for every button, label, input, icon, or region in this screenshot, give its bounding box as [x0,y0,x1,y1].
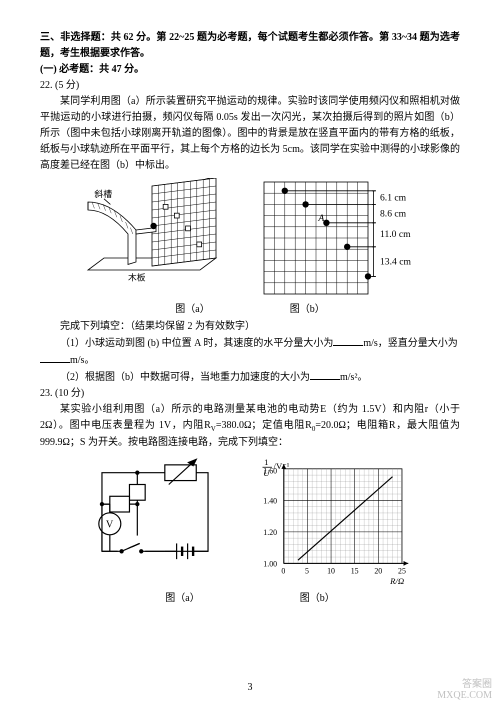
q22-cap-a: 图（a） [175,300,209,315]
subsection-header: (一) 必考题：共 47 分。 [40,62,460,78]
q23-cap-a: 图（a） [165,589,199,604]
q23-cap-b: 图（b） [300,589,335,604]
q22-num: 22. (5 分) [40,78,460,94]
q23-figures: V [40,457,460,587]
label-slope: 斜槽 [94,188,112,199]
svg-text:V: V [106,520,114,531]
svg-text:A: A [317,213,324,224]
svg-text:1.40: 1.40 [263,497,277,506]
q23-num: 23. (10 分) [40,386,460,402]
q22-fig-b: A 6.1 cm 8.6 cm 11.0 cm [260,178,420,298]
label-wood: 木板 [128,271,146,282]
q23-body: 某实验小组利用图（a）所示的电路测量某电池的电动势E（约为 1.5V）和内阻r（… [40,402,460,451]
q22-part2: （2）根据图（b）中数据可得，当地重力加速度的大小为m/s²。 [40,369,460,386]
svg-text:1.20: 1.20 [263,528,277,537]
fig-b-l1: 8.6 cm [380,208,407,219]
svg-text:1.00: 1.00 [263,560,277,569]
fig-b-l0: 6.1 cm [380,192,407,203]
svg-text:5: 5 [305,567,309,576]
svg-text:0: 0 [281,567,285,576]
section-header: 三、非选择题：共 62 分。第 22~25 题为必考题，每个试题考生都必须作答。… [40,30,460,62]
q22-fill-intro: 完成下列填空：（结果均保留 2 为有效数字） [40,319,460,335]
watermark: 答案圈 MXQE.COM [437,679,492,701]
fig-b-l2: 11.0 cm [380,229,411,240]
svg-text:R/Ω: R/Ω [389,576,404,586]
q23-fig-a: V [85,457,225,567]
svg-text:20: 20 [374,567,382,576]
fig-b-l3: 13.4 cm [380,256,411,267]
q22-fig-a: 木板 [80,178,240,298]
svg-text:1.60: 1.60 [263,467,277,476]
q22-part1: （1）小球运动到图 (b) 中位置 A 时，其速度的水平分量大小为m/s，竖直分… [40,335,460,352]
q22-part1b: m/s。 [40,352,460,369]
q23-fig-b: 1 U /V⁻¹ [255,457,415,587]
svg-text:25: 25 [398,567,406,576]
q22-cap-b: 图（b） [290,300,325,315]
svg-text:10: 10 [327,567,335,576]
svg-text:15: 15 [351,567,359,576]
q22-figures: 木板 [40,178,460,298]
q22-body: 某同学利用图（a）所示装置研究平抛运动的规律。实验时该同学使用频闪仪和照相机对做… [40,94,460,174]
page-number: 3 [0,682,500,693]
svg-text:1: 1 [264,457,268,467]
